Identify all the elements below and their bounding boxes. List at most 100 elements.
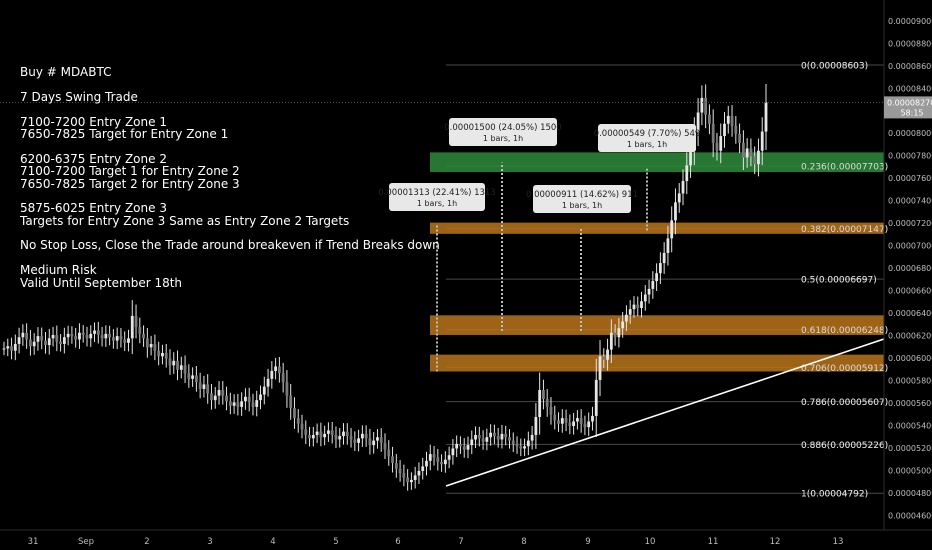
price-zone[interactable] bbox=[430, 222, 884, 234]
candle-body bbox=[609, 332, 613, 350]
candle-body bbox=[364, 433, 368, 439]
candle-body bbox=[281, 373, 285, 383]
candle-body bbox=[221, 390, 225, 396]
candle-body bbox=[372, 440, 376, 446]
candle-body bbox=[2, 348, 6, 350]
candle-body bbox=[100, 334, 104, 339]
note-line bbox=[20, 140, 440, 152]
y-tick-label: 0.00006600 bbox=[888, 287, 932, 296]
candle-body bbox=[81, 332, 85, 335]
y-tick-label: 0.00008600 bbox=[888, 62, 932, 71]
candle-body bbox=[315, 431, 319, 435]
candle-body bbox=[29, 339, 32, 347]
candle-body bbox=[515, 443, 519, 447]
candle-body bbox=[402, 473, 406, 478]
candle-body bbox=[10, 346, 13, 351]
candle-body bbox=[394, 463, 398, 469]
candle-body bbox=[428, 454, 432, 461]
candle-body bbox=[304, 429, 308, 435]
price-zone[interactable] bbox=[430, 315, 884, 335]
candle-body bbox=[708, 114, 711, 124]
candle-body bbox=[187, 373, 191, 379]
candle-body bbox=[251, 402, 255, 407]
note-line: 7650-7825 Target 2 for Entry Zone 3 bbox=[20, 176, 240, 191]
note-line: Targets for Entry Zone 3 Same as Entry Z… bbox=[20, 213, 350, 228]
candle-body bbox=[255, 400, 259, 407]
note-line bbox=[20, 78, 440, 90]
candle-body bbox=[741, 142, 745, 158]
x-tick-label: 11 bbox=[708, 537, 719, 547]
measure-value: 0.00000911 (14.62%) 911 bbox=[526, 190, 638, 200]
price-zone[interactable] bbox=[430, 354, 884, 372]
candle-body bbox=[443, 459, 447, 465]
candle-body bbox=[236, 402, 240, 407]
x-tick-label: 7 bbox=[458, 537, 463, 547]
candle-body bbox=[164, 352, 168, 359]
candle-body bbox=[643, 294, 647, 302]
price-zone[interactable] bbox=[430, 152, 884, 173]
candle-body bbox=[523, 446, 526, 449]
measure-bars: 1 bars, 1h bbox=[483, 134, 523, 143]
fib-level-label: 0.5(0.00006697) bbox=[801, 276, 877, 286]
candle-body bbox=[542, 390, 545, 400]
measure-box bbox=[598, 124, 696, 152]
x-tick-label: 31 bbox=[28, 537, 39, 547]
candle-body bbox=[247, 396, 251, 403]
candle-body bbox=[723, 123, 726, 137]
y-tick-label: 0.00008800 bbox=[888, 39, 932, 48]
candle-body bbox=[202, 384, 206, 389]
fib-level-label-overlay: 0(0.00008603) bbox=[801, 61, 868, 71]
measure-box bbox=[449, 118, 557, 146]
current-price-tag bbox=[884, 96, 932, 119]
y-tick-label: 0.00005200 bbox=[888, 444, 932, 453]
candle-body bbox=[183, 365, 187, 374]
candle-body bbox=[647, 288, 651, 295]
candle-body bbox=[625, 314, 628, 322]
candle-body bbox=[179, 365, 183, 370]
candle-body bbox=[85, 334, 89, 339]
candle-body bbox=[32, 341, 36, 347]
candle-body bbox=[353, 439, 357, 443]
candle-body bbox=[575, 418, 579, 422]
candle-body bbox=[338, 436, 342, 440]
candle-body bbox=[719, 136, 723, 151]
candle-body bbox=[108, 333, 112, 338]
candle-body bbox=[213, 395, 217, 401]
candle-body bbox=[504, 433, 508, 438]
candle-body bbox=[145, 338, 149, 348]
y-tick-label: 0.00004800 bbox=[888, 489, 932, 498]
x-tick-label: 4 bbox=[270, 537, 275, 547]
candle-body bbox=[745, 148, 749, 158]
fib-level-label-overlay: 0.786(0.00005607) bbox=[801, 398, 888, 408]
candle-body bbox=[391, 456, 394, 464]
candle-body bbox=[557, 420, 560, 424]
y-tick-label: 0.00005800 bbox=[888, 376, 932, 385]
candle-body bbox=[262, 386, 266, 395]
candle-body bbox=[470, 439, 474, 446]
y-tick-label: 0.00007600 bbox=[888, 174, 932, 183]
measure-value: 0.00000549 (7.70%) 549 bbox=[594, 129, 701, 139]
x-tick-label: 9 bbox=[585, 537, 590, 547]
x-tick-label: 13 bbox=[833, 537, 844, 547]
candle-body bbox=[681, 181, 685, 194]
note-line: 7650-7825 Target for Entry Zone 1 bbox=[20, 126, 229, 141]
candle-body bbox=[704, 97, 708, 115]
trendline[interactable] bbox=[445, 338, 885, 487]
x-tick-label: 3 bbox=[207, 537, 212, 547]
candle-body bbox=[651, 281, 655, 289]
candle-body bbox=[168, 358, 172, 366]
candle-body bbox=[564, 418, 568, 423]
candle-body bbox=[153, 343, 157, 351]
candle-body bbox=[142, 333, 145, 339]
candle-body bbox=[157, 350, 161, 357]
candle-body bbox=[134, 315, 138, 328]
current-price-label: 0.00008270 bbox=[887, 98, 932, 107]
candle-body bbox=[259, 394, 262, 401]
candle-body bbox=[330, 430, 334, 435]
y-tick-label: 0.00005400 bbox=[888, 421, 932, 430]
candle-body bbox=[115, 336, 119, 341]
candle-body bbox=[674, 202, 677, 221]
fib-level-label-overlay: 1(0.00004792) bbox=[801, 490, 868, 500]
